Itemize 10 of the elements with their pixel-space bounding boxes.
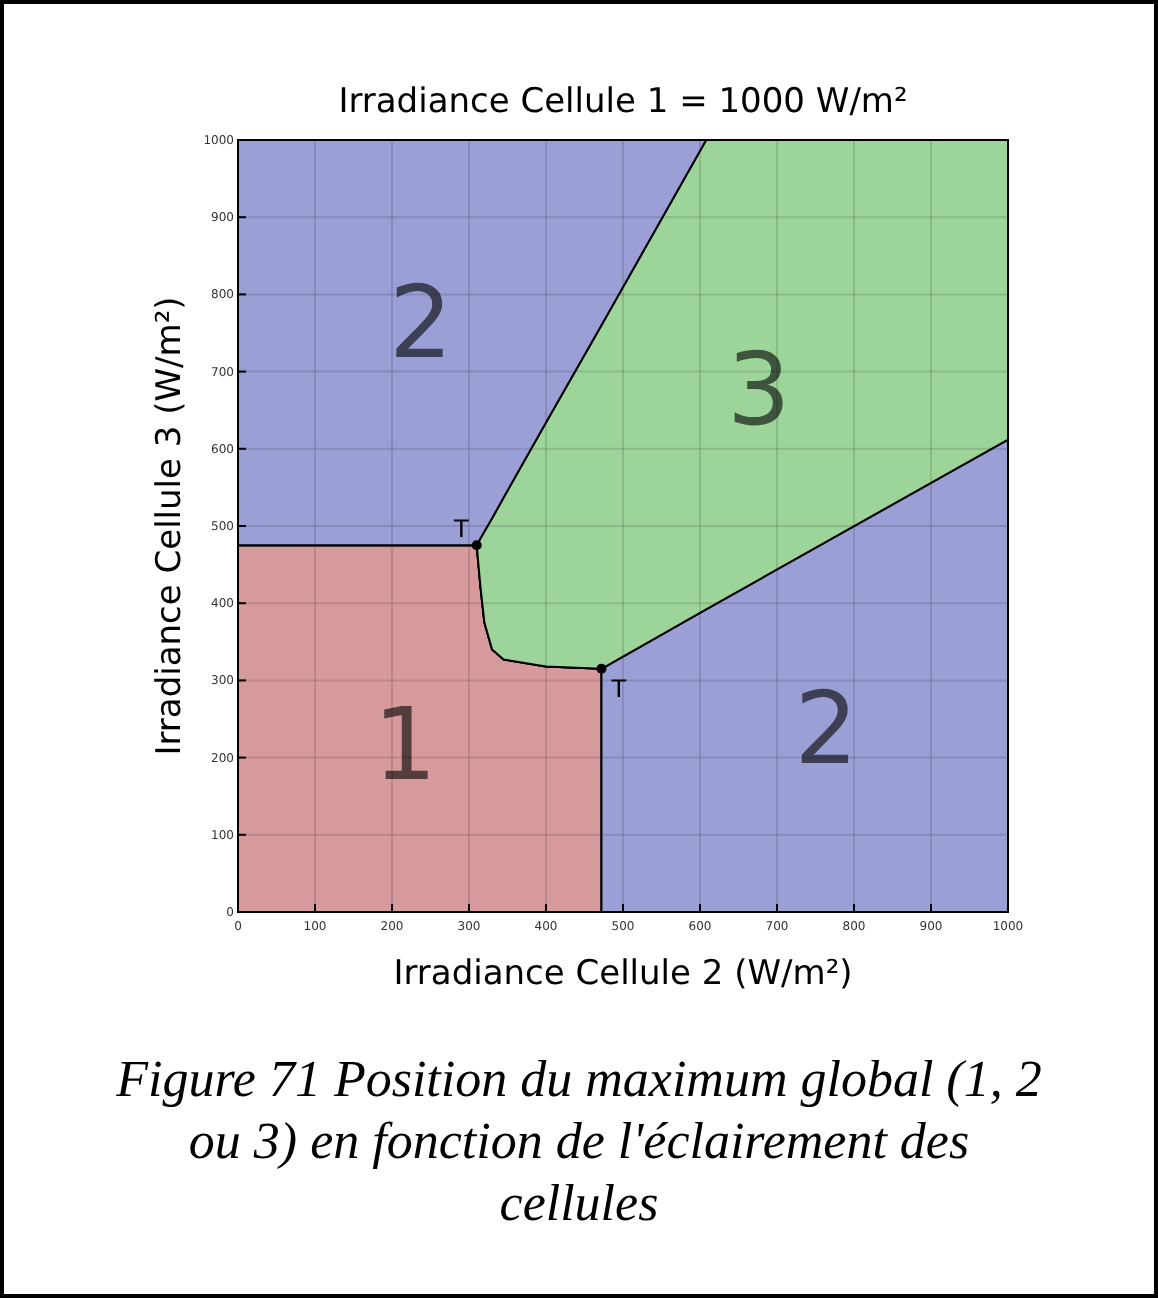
series-label: 3 bbox=[726, 331, 791, 448]
x-axis-title: Irradiance Cellule 2 (W/m²) bbox=[393, 954, 853, 994]
series-label: 2 bbox=[794, 670, 859, 787]
annotation: T bbox=[452, 515, 471, 544]
y-axis-title: Irradiance Cellule 3 (W/m²) bbox=[150, 296, 190, 756]
series-label: 1 bbox=[373, 687, 437, 804]
series-label: 2 bbox=[389, 264, 453, 381]
chart-title: Irradiance Cellule 1 = 1000 W/m² bbox=[338, 82, 908, 122]
annotation: T bbox=[609, 674, 628, 703]
caption: Figure 71 Position du maximum global (1, 2 ou 3) en fonction de l'éclairement des cellules bbox=[114, 1050, 1042, 1232]
